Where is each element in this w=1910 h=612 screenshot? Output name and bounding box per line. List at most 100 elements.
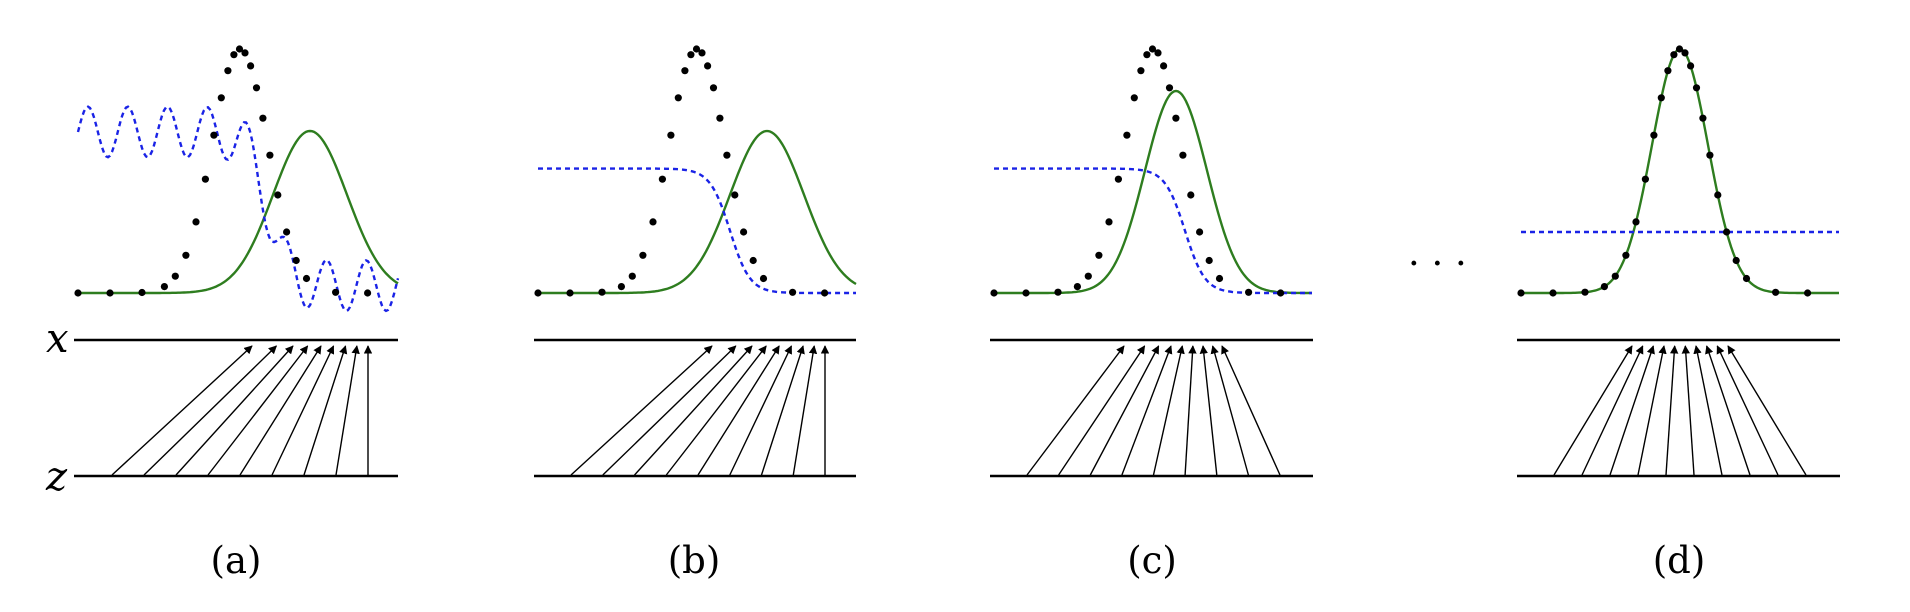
mapping-arrow: [1026, 345, 1125, 476]
data-sample-dot: [1692, 84, 1701, 92]
mapping-arrow: [1716, 345, 1779, 476]
data-sample-dot: [534, 289, 542, 297]
mapping-arrow: [729, 345, 793, 476]
panel-d: (d): [1517, 45, 1840, 582]
discriminator-curve: [994, 167, 1312, 295]
data-sample-dot: [1581, 288, 1589, 296]
data-sample-dot: [302, 274, 311, 283]
data-sample-dot: [259, 114, 267, 122]
data-distribution-dots: [534, 45, 829, 297]
data-sample-dot: [266, 151, 274, 159]
mapping-arrow: [1637, 345, 1667, 476]
data-sample-dot: [235, 45, 244, 53]
data-sample-dot: [1172, 114, 1180, 122]
mapping-arrow: [1705, 345, 1751, 476]
data-sample-dot: [192, 218, 200, 226]
data-sample-dot: [1687, 62, 1695, 70]
mapping-arrow: [602, 345, 737, 476]
data-sample-dot: [731, 191, 739, 199]
data-sample-dot: [274, 191, 282, 199]
data-sample-dot: [247, 62, 255, 70]
data-sample-dot: [639, 251, 647, 259]
data-sample-dot: [692, 45, 701, 53]
data-sample-dot: [252, 84, 261, 92]
generator-density-curve: [538, 129, 857, 295]
data-sample-dot: [649, 218, 657, 226]
mapping-arrow: [175, 345, 294, 476]
data-sample-dot: [1664, 67, 1672, 75]
data-sample-dot: [1148, 45, 1157, 53]
data-sample-dot: [1245, 288, 1253, 296]
data-sample-dot: [704, 62, 712, 70]
mapping-arrow: [1693, 345, 1723, 476]
data-sample-dot: [687, 51, 695, 59]
mapping-arrow: [1727, 345, 1807, 476]
data-sample-dot: [681, 67, 689, 75]
data-sample-dot: [1022, 289, 1030, 297]
data-sample-dot: [1622, 251, 1630, 259]
data-sample-dot: [160, 283, 168, 291]
data-sample-dot: [759, 274, 768, 283]
data-sample-dot: [1657, 94, 1665, 102]
data-sample-dot: [749, 256, 757, 265]
data-sample-dot: [1105, 218, 1113, 226]
mapping-arrow: [792, 345, 818, 476]
data-sample-dot: [224, 67, 232, 75]
data-sample-dot: [709, 84, 718, 92]
z-axis-label: z: [45, 454, 68, 500]
data-sample-dot: [217, 94, 225, 102]
data-distribution-dots: [74, 45, 372, 297]
data-sample-dot: [1187, 191, 1195, 199]
data-sample-dot: [740, 228, 748, 236]
mapping-arrow: [1221, 345, 1281, 476]
panel-label: (a): [211, 539, 262, 582]
data-sample-dot: [1205, 256, 1213, 265]
data-sample-dot: [1600, 283, 1608, 291]
panel-label: (b): [668, 539, 721, 582]
data-sample-dot: [364, 289, 372, 297]
data-sample-dot: [1714, 191, 1722, 199]
data-sample-dot: [1073, 283, 1081, 291]
data-sample-dot: [566, 289, 574, 297]
data-distribution-dots: [990, 45, 1285, 297]
data-sample-dot: [1277, 289, 1285, 297]
data-sample-dot: [1742, 274, 1751, 283]
data-sample-dot: [171, 272, 179, 280]
data-sample-dot: [658, 175, 667, 183]
mapping-arrow: [697, 345, 780, 476]
data-sample-dot: [698, 49, 706, 57]
mapping-arrows: [570, 345, 830, 476]
data-sample-dot: [1095, 251, 1103, 259]
data-sample-dot: [332, 288, 340, 296]
mapping-arrow: [1121, 345, 1173, 476]
data-distribution-dots: [1517, 45, 1812, 297]
mapping-arrow: [143, 345, 278, 476]
data-sample-dot: [1732, 256, 1740, 265]
data-sample-dot: [1772, 288, 1780, 296]
mapping-arrows: [1026, 345, 1281, 476]
data-sample-dot: [182, 251, 190, 259]
mapping-arrow: [111, 345, 253, 476]
mapping-arrows: [111, 345, 373, 476]
panel-a: (a): [74, 45, 400, 582]
mapping-arrows: [1553, 345, 1807, 476]
data-sample-dot: [1179, 151, 1187, 159]
mapping-arrow: [239, 345, 322, 476]
data-sample-dot: [1215, 274, 1224, 283]
data-sample-dot: [1670, 51, 1678, 59]
ellipsis: · · ·: [1408, 242, 1467, 285]
panel-c: (c): [990, 45, 1313, 582]
data-sample-dot: [292, 256, 300, 265]
mapping-arrow: [1665, 345, 1679, 476]
data-sample-dot: [723, 151, 731, 159]
panel-b: (b): [534, 45, 857, 582]
mapping-arrow: [1681, 345, 1695, 476]
mapping-arrow: [665, 345, 767, 476]
data-sample-dot: [1160, 62, 1168, 70]
generator-density-curve: [1521, 48, 1839, 295]
mapping-arrow: [1184, 345, 1197, 476]
data-sample-dot: [1632, 218, 1640, 226]
data-sample-dot: [598, 288, 606, 296]
data-sample-dot: [74, 289, 82, 297]
data-sample-dot: [617, 283, 626, 291]
